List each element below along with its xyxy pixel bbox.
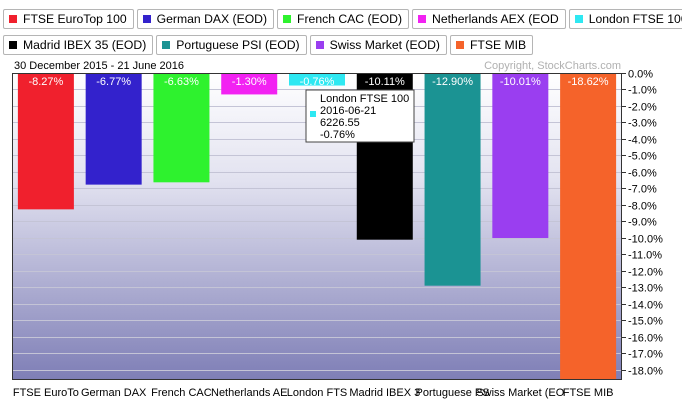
- bar[interactable]: [424, 73, 481, 286]
- x-category-label: Portuguese PS: [416, 387, 490, 399]
- copyright-label: Copyright, StockCharts.com: [484, 60, 621, 72]
- y-tick-label: -9.0%: [628, 217, 657, 229]
- y-tick-label: -1.0%: [628, 85, 657, 97]
- bar[interactable]: [289, 73, 345, 86]
- tooltip-box: [305, 89, 415, 143]
- tooltip-price: 6226.55: [320, 117, 360, 129]
- legend-label: French CAC (EOD): [297, 12, 403, 26]
- x-category-label: German DAX: [81, 387, 147, 399]
- y-tick-label: 0.0%: [628, 69, 653, 81]
- legend-swatch: [283, 15, 292, 23]
- x-category-label: London FTS: [287, 387, 348, 399]
- bar-value-label: -1.30%: [232, 76, 267, 88]
- legend-swatch: [574, 15, 583, 23]
- bar[interactable]: [560, 73, 617, 380]
- bar-value-label: -10.01%: [500, 76, 541, 88]
- x-category-label: Swiss Market (EO: [476, 387, 564, 399]
- legend-item[interactable]: Netherlands AEX (EOD: [412, 9, 566, 29]
- legend-item[interactable]: FTSE EuroTop 100: [3, 9, 134, 29]
- x-category-label: Madrid IBEX 3: [349, 387, 420, 399]
- y-axis: 0.0% -1.0% -2.0% -3.0% -4.0% -5.0% -6.0% -7.0% -…: [622, 69, 663, 378]
- y-tick-label: -18.0%: [628, 366, 663, 378]
- bar-value-label: -0.76%: [300, 76, 335, 88]
- bar[interactable]: [17, 73, 74, 210]
- bar-value-label: -6.77%: [96, 76, 131, 88]
- legend-label: FTSE MIB: [469, 38, 527, 52]
- bar[interactable]: [492, 73, 549, 239]
- legend-label: London FTSE 100: [588, 12, 682, 26]
- bar[interactable]: [153, 73, 210, 183]
- bar-value-label: -8.27%: [28, 76, 63, 88]
- y-tick-label: -13.0%: [628, 283, 663, 295]
- legend-label: Portuguese PSI (EOD): [176, 38, 300, 52]
- bar-value-label: -12.90%: [432, 76, 473, 88]
- date-range-label: 30 December 2015 - 21 June 2016: [14, 60, 184, 72]
- legend-row-1: FTSE EuroTop 100 German DAX (EOD) French C…: [3, 9, 682, 31]
- y-tick-label: -15.0%: [628, 316, 663, 328]
- legend-label: Madrid IBEX 35 (EOD): [23, 38, 147, 52]
- y-tick-label: -7.0%: [628, 184, 657, 196]
- bar-value-label: -10.11%: [365, 76, 405, 88]
- y-tick-label: -16.0%: [628, 333, 663, 345]
- legend-item[interactable]: French CAC (EOD): [277, 9, 410, 29]
- y-tick-label: -11.0%: [628, 250, 662, 262]
- legend-swatch: [9, 15, 17, 23]
- y-tick-label: -12.0%: [628, 267, 663, 279]
- legend-swatch: [162, 41, 171, 49]
- y-tick-label: -17.0%: [628, 349, 663, 361]
- legend-swatch: [455, 41, 464, 49]
- bar-value-label: -18.62%: [568, 76, 609, 88]
- y-tick-label: -5.0%: [628, 151, 657, 163]
- y-tick-label: -8.0%: [628, 201, 657, 213]
- legend-label: Netherlands AEX (EOD: [432, 12, 559, 26]
- tooltip-change: -0.76%: [320, 129, 355, 141]
- y-tick-label: -14.0%: [628, 300, 663, 312]
- legend-swatch: [9, 41, 17, 49]
- legend-swatch: [315, 41, 324, 49]
- bar[interactable]: [85, 73, 142, 185]
- plot-frame: [12, 73, 622, 380]
- bar[interactable]: [221, 73, 278, 95]
- legend-label: German DAX (EOD): [156, 12, 268, 26]
- legend-label: Swiss Market (EOD): [329, 38, 440, 52]
- y-tick-label: -6.0%: [628, 168, 657, 180]
- legend-label: FTSE EuroTop 100: [23, 12, 127, 26]
- tooltip-swatch: [310, 111, 316, 117]
- x-category-label: FTSE EuroTo: [13, 387, 79, 399]
- legend-item[interactable]: FTSE MIB: [449, 35, 534, 55]
- legend-row-2: Madrid IBEX 35 (EOD) Portuguese PSI (EOD)…: [3, 35, 536, 57]
- legend-swatch: [142, 15, 151, 23]
- y-tick-label: -4.0%: [628, 135, 657, 147]
- y-tick-label: -10.0%: [628, 234, 663, 246]
- tooltip: London FTSE 100 2016-06-21 6226.55 -0.76…: [305, 89, 415, 143]
- x-category-label: Netherlands AE: [211, 387, 287, 399]
- x-category-label: French CAC: [151, 387, 212, 399]
- y-tick-label: -3.0%: [628, 118, 657, 130]
- tooltip-name: London FTSE 100: [320, 93, 409, 105]
- legend-swatch: [418, 15, 427, 23]
- legend-item[interactable]: Swiss Market (EOD): [309, 35, 447, 55]
- legend-item[interactable]: German DAX (EOD): [136, 9, 275, 29]
- y-tick-label: -2.0%: [628, 102, 657, 114]
- legend-item[interactable]: Portuguese PSI (EOD): [156, 35, 307, 55]
- legend-item[interactable]: Madrid IBEX 35 (EOD): [3, 35, 154, 55]
- tooltip-date: 2016-06-21: [320, 105, 376, 117]
- legend-item[interactable]: London FTSE 100: [568, 9, 682, 29]
- bar-value-label: -6.63%: [164, 76, 199, 88]
- x-category-label: FTSE MIB: [563, 387, 614, 399]
- x-axis: FTSE EuroTo German DAX French CAC Netherlan…: [13, 387, 614, 399]
